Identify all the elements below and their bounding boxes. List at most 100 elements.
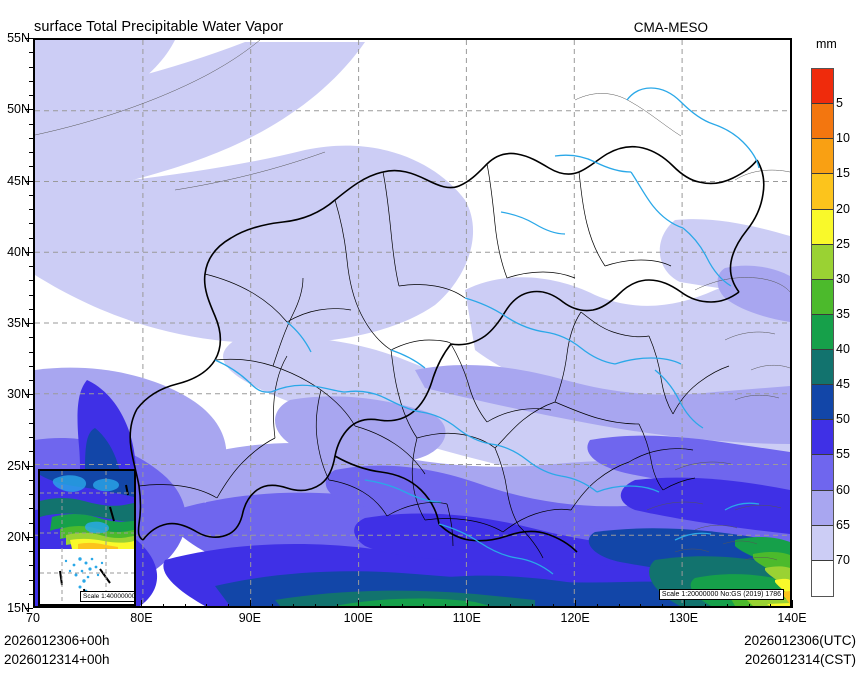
- x-axis-tick: [488, 604, 490, 608]
- model-label: CMA-MESO: [633, 20, 708, 35]
- colorbar[interactable]: [811, 68, 834, 597]
- footer-right-line1: 2026012306(UTC): [744, 633, 856, 648]
- y-axis-tick: [29, 95, 33, 96]
- y-axis-tick: [29, 123, 33, 125]
- gridlines: [35, 40, 790, 606]
- y-axis-tick: [29, 237, 33, 239]
- y-axis-tick: [29, 551, 33, 552]
- colorbar-tick-45: 45: [836, 377, 850, 392]
- y-axis-tick: [25, 180, 33, 182]
- y-axis-tick: [25, 109, 33, 111]
- x-axis-tick: [466, 600, 468, 608]
- x-axis-label-90E: 90E: [238, 611, 261, 625]
- footer-left-line1: 2026012306+00h: [4, 633, 110, 648]
- x-axis-tick: [683, 600, 685, 608]
- provincial-boundaries: [138, 163, 730, 559]
- colorbar-band: [812, 69, 833, 105]
- x-axis-tick: [510, 604, 512, 608]
- x-axis-tick: [423, 604, 425, 608]
- colorbar-tick-30: 30: [836, 271, 850, 286]
- inset-map-south-china-sea[interactable]: Scale 1:40000000: [38, 469, 136, 606]
- x-axis-tick: [531, 604, 533, 608]
- inset-scale-annotation: Scale 1:40000000: [80, 591, 134, 602]
- x-axis-tick: [445, 604, 447, 608]
- x-axis-label-80E: 80E: [130, 611, 153, 625]
- y-axis-label-30N: 30N: [7, 387, 30, 402]
- y-axis-tick: [29, 194, 33, 196]
- x-axis-tick: [336, 604, 338, 608]
- colorbar-band: [812, 420, 833, 456]
- colorbar-tick-35: 35: [836, 306, 850, 321]
- colorbar-band: [812, 560, 833, 596]
- x-axis-tick: [596, 604, 598, 608]
- y-axis-label-25N: 25N: [7, 458, 30, 473]
- x-axis-tick: [184, 604, 186, 608]
- y-axis-tick: [29, 66, 33, 68]
- colorbar-band: [812, 279, 833, 315]
- y-axis-tick: [29, 337, 33, 339]
- colorbar-band: [812, 209, 833, 245]
- y-axis-tick: [29, 508, 33, 510]
- x-axis-tick: [206, 604, 208, 608]
- x-axis-tick: [640, 604, 642, 608]
- y-axis-tick: [29, 52, 33, 54]
- x-axis-tick: [792, 600, 793, 608]
- colorbar-band: [812, 455, 833, 491]
- colorbar-unit-label: mm: [816, 37, 837, 51]
- map-plot-area[interactable]: Scale 1:20000000 No:GS (2019) 1786: [33, 38, 792, 608]
- y-axis-tick: [29, 152, 33, 153]
- y-axis-tick: [25, 394, 33, 396]
- colorbar-band: [812, 139, 833, 175]
- y-axis-tick: [29, 437, 33, 438]
- y-axis-label-35N: 35N: [7, 316, 30, 330]
- x-axis-tick: [314, 604, 316, 608]
- x-axis-tick: [33, 600, 34, 608]
- colorbar-band: [812, 385, 833, 421]
- colorbar-tick-5: 5: [836, 96, 843, 111]
- x-axis-tick: [163, 604, 165, 608]
- y-axis-tick: [29, 266, 33, 267]
- y-axis-label-45N: 45N: [7, 173, 30, 188]
- colorbar-band: [812, 104, 833, 140]
- colorbar-tick-55: 55: [836, 447, 850, 462]
- x-axis-tick: [553, 604, 555, 608]
- x-axis-tick: [770, 604, 772, 608]
- y-axis-label-20N: 20N: [7, 529, 30, 544]
- x-axis-tick: [575, 600, 577, 608]
- x-axis-tick: [228, 604, 230, 608]
- rivers: [214, 87, 760, 575]
- footer-left-line2: 2026012314+00h: [4, 652, 110, 667]
- y-axis-label-40N: 40N: [7, 244, 30, 259]
- x-axis-tick: [748, 604, 750, 608]
- y-axis-tick: [29, 579, 33, 581]
- x-axis-label-120E: 120E: [560, 611, 590, 625]
- x-axis-label-100E: 100E: [343, 611, 373, 625]
- colorbar-tick-60: 60: [836, 482, 850, 497]
- map-scale-annotation: Scale 1:20000000 No:GS (2019) 1786: [658, 589, 784, 600]
- y-axis-tick: [29, 137, 33, 139]
- china-national-border: [129, 145, 765, 553]
- colorbar-tick-40: 40: [836, 342, 850, 357]
- y-axis-tick: [29, 294, 33, 296]
- x-axis-tick: [705, 604, 707, 608]
- colorbar-tick-20: 20: [836, 201, 850, 216]
- x-axis-tick: [293, 604, 295, 608]
- x-axis-tick: [76, 604, 78, 608]
- y-axis-tick: [29, 166, 33, 168]
- colorbar-tick-25: 25: [836, 236, 850, 251]
- x-axis-tick: [54, 604, 56, 608]
- x-axis-tick: [379, 604, 381, 608]
- x-axis-tick: [141, 600, 143, 608]
- y-axis-tick: [29, 479, 33, 481]
- y-axis-tick: [25, 608, 33, 609]
- colorbar-band: [812, 244, 833, 280]
- y-axis-tick: [25, 38, 33, 39]
- colorbar-band: [812, 314, 833, 350]
- y-axis-tick: [25, 251, 33, 253]
- page-title: surface Total Precipitable Water Vapor: [34, 19, 284, 35]
- y-axis-tick: [29, 451, 33, 453]
- y-axis-tick: [25, 536, 33, 538]
- y-axis-label-15N: 15N: [7, 601, 30, 615]
- y-axis-label-50N: 50N: [7, 102, 30, 117]
- map-canvas: [35, 40, 790, 606]
